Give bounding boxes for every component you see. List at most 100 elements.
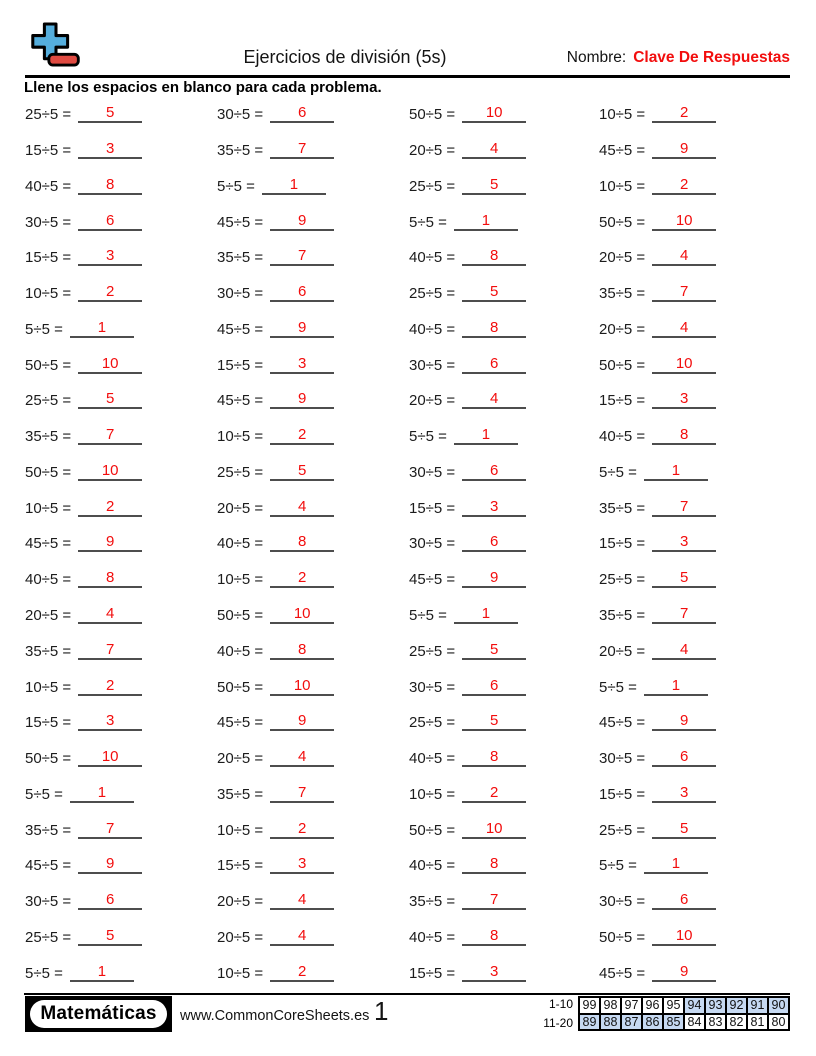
answer-value: 3 [680,783,689,801]
answer-blank: 9 [462,570,527,589]
problem-row: 45÷5 = 9 [599,954,789,990]
problem-expression: 25÷5 = [25,928,72,946]
answer-value: 5 [490,283,499,301]
problem-expression: 30÷5 = [409,678,456,696]
problem-expression: 20÷5 = [409,392,456,410]
problem-row: 5÷5 = 1 [599,668,789,704]
score-cell: 81 [746,1012,769,1031]
answer-value: 2 [106,676,115,694]
problem-expression: 15÷5 = [409,499,456,517]
problems-column-3: 50÷5 = 10 20÷5 = 4 25÷5 = 5 5÷5 = 1 40÷5 = 8 25÷5 … [409,96,599,990]
problem-row: 50÷5 = 10 [217,597,407,633]
problem-row: 25÷5 = 5 [25,382,215,418]
score-cell: 92 [725,996,748,1015]
answer-blank: 10 [462,104,527,124]
problem-row: 25÷5 = 5 [25,96,215,132]
answer-blank: 4 [270,748,335,768]
problem-row: 30÷5 = 6 [409,346,599,382]
answer-blank: 9 [270,319,335,338]
problem-row: 40÷5 = 8 [25,168,215,204]
answer-value: 8 [106,569,115,587]
problem-row: 20÷5 = 4 [217,489,407,525]
problem-row: 35÷5 = 7 [217,132,407,168]
score-cell: 98 [599,996,622,1015]
score-cell: 83 [704,1012,727,1031]
score-row: 89 88 87 86 85 84 83 82 81 80 [578,1012,790,1031]
answer-blank: 1 [261,176,326,195]
answer-value: 10 [101,461,119,479]
problem-expression: 40÷5 = [217,642,264,660]
problem-row: 20÷5 = 4 [217,883,407,919]
problem-expression: 40÷5 = [409,928,456,946]
problem-row: 35÷5 = 7 [217,776,407,812]
problem-expression: 45÷5 = [599,714,646,732]
answer-blank: 4 [270,498,335,517]
answer-value: 10 [675,211,693,229]
problem-expression: 5÷5 = [409,428,447,446]
problem-row: 10÷5 = 2 [599,96,789,132]
problem-expression: 50÷5 = [409,821,456,839]
answer-value: 1 [97,962,107,980]
problem-row: 5÷5 = 1 [25,776,215,812]
problem-row: 10÷5 = 2 [25,489,215,525]
answer-blank: 10 [652,211,717,231]
answer-value: 6 [106,211,115,229]
problem-expression: 30÷5 = [409,535,456,553]
problem-expression: 20÷5 = [217,499,264,517]
answer-blank: 10 [78,461,143,481]
problem-expression: 15÷5 = [217,857,264,875]
problem-row: 40÷5 = 8 [409,740,599,776]
answer-value: 6 [298,283,307,301]
answer-blank: 6 [462,355,527,374]
answer-blank: 2 [462,784,527,803]
answer-blank: 7 [78,427,143,446]
answer-value: 7 [106,640,115,658]
answer-value: 4 [298,748,307,766]
problem-expression: 5÷5 = [409,213,447,231]
problem-expression: 45÷5 = [599,142,646,160]
problem-expression: 10÷5 = [599,177,646,195]
answer-blank: 10 [462,820,527,839]
answer-value: 8 [680,426,689,444]
problem-row: 5÷5 = 1 [409,203,599,239]
problem-expression: 50÷5 = [25,356,72,374]
problem-expression: 30÷5 = [217,285,264,303]
problem-row: 35÷5 = 7 [25,811,215,847]
answer-value: 4 [680,318,689,336]
problem-expression: 10÷5 = [599,106,646,124]
answer-blank: 2 [270,820,335,839]
problem-expression: 25÷5 = [409,714,456,732]
problem-expression: 25÷5 = [409,285,456,303]
problem-expression: 30÷5 = [599,893,646,911]
score-table-wrap: 1-10 11-20 99 98 97 96 95 94 93 92 91 90 89 88 87 86 85… [543,995,790,1032]
answer-value: 10 [485,104,503,122]
problem-expression: 15÷5 = [217,356,264,374]
problem-expression: 35÷5 = [217,785,264,803]
problem-expression: 20÷5 = [217,928,264,946]
problem-row: 20÷5 = 4 [599,239,789,275]
problem-row: 30÷5 = 6 [409,668,599,704]
problem-expression: 5÷5 = [25,785,63,803]
problem-row: 40÷5 = 8 [599,418,789,454]
answer-value: 6 [680,748,689,766]
answer-blank: 6 [652,748,717,768]
answer-value: 10 [101,354,119,372]
answer-value: 9 [106,855,115,873]
problem-expression: 40÷5 = [25,571,72,589]
answer-value: 10 [293,604,311,622]
answer-value: 7 [298,783,307,801]
score-table: 99 98 97 96 95 94 93 92 91 90 89 88 87 86 85 84 83 82 81 80 [578,996,790,1031]
answer-value: 8 [298,640,307,658]
problem-expression: 10÷5 = [217,821,264,839]
answer-blank: 6 [652,892,717,911]
problem-row: 20÷5 = 4 [599,632,789,668]
answer-value: 4 [680,247,689,265]
answer-blank: 9 [652,963,717,982]
problem-expression: 30÷5 = [217,106,264,124]
answer-value: 4 [490,390,499,408]
score-cell: 88 [599,1012,622,1031]
problem-row: 25÷5 = 5 [25,919,215,955]
answer-value: 5 [106,926,115,944]
answer-blank: 1 [69,319,134,338]
